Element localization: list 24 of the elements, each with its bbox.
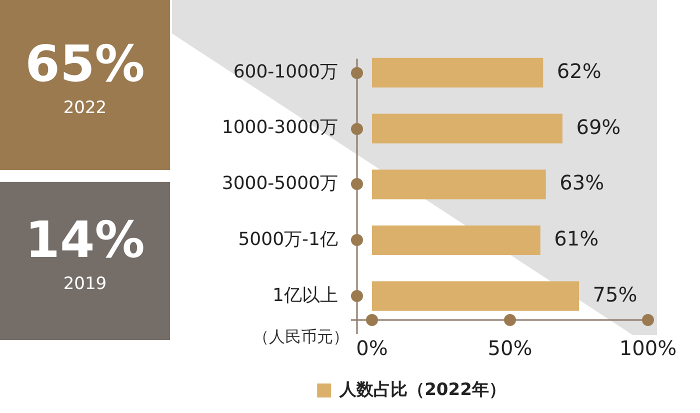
y-tick-label: 3000-5000万 bbox=[222, 173, 338, 194]
bar bbox=[372, 170, 546, 200]
x-tick-label: 0% bbox=[356, 336, 388, 360]
bar bbox=[372, 114, 562, 144]
y-axis-title: （人民币元） bbox=[253, 327, 349, 346]
data-label: 63% bbox=[560, 170, 604, 195]
y-tick-label: 600-1000万 bbox=[233, 61, 338, 82]
x-tick-label: 50% bbox=[488, 336, 532, 360]
data-label: 69% bbox=[576, 114, 621, 139]
text: 2019 bbox=[62, 274, 108, 294]
data-label: 62% bbox=[556, 58, 602, 83]
bar bbox=[372, 225, 540, 256]
legend-label: 人数占比（2022年） bbox=[338, 380, 506, 400]
y-tick-label: 1亿以上 bbox=[272, 284, 338, 306]
bar bbox=[372, 58, 544, 88]
y-tick-label: 1000-3000万 bbox=[222, 117, 338, 138]
data-label: 61% bbox=[554, 226, 599, 250]
text: 14% bbox=[24, 211, 146, 269]
text: 2022 bbox=[62, 98, 108, 118]
data-label: 75% bbox=[592, 282, 638, 306]
y-tick-label: 5000万-1亿 bbox=[238, 228, 338, 250]
bar bbox=[372, 281, 579, 311]
text: 65% bbox=[24, 35, 146, 93]
x-tick-label: 100% bbox=[619, 336, 677, 360]
